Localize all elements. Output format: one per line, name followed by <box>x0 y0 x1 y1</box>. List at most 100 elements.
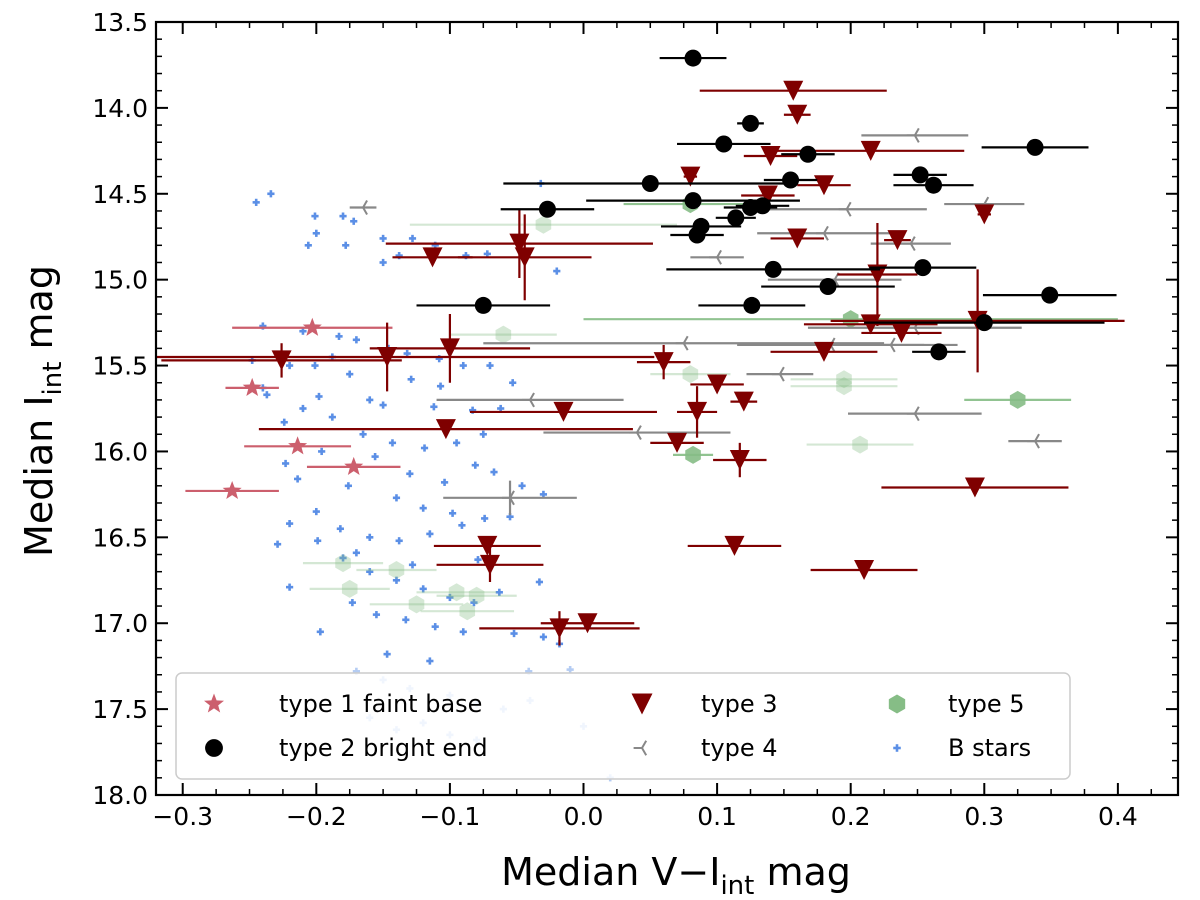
data-point <box>372 611 381 619</box>
marker-circle <box>743 296 761 314</box>
marker-plus <box>318 447 326 456</box>
x-tick-label: −0.2 <box>286 802 347 831</box>
legend-marker-triangle_down <box>631 693 653 715</box>
data-point <box>348 599 356 607</box>
data-point <box>431 623 439 631</box>
data-point <box>659 49 727 67</box>
series-type-1-faint-base <box>185 317 401 500</box>
data-point <box>306 456 401 475</box>
marker-plus <box>426 657 434 665</box>
legend-item: type 3 <box>631 690 778 718</box>
marker-circle <box>1026 138 1044 156</box>
data-point <box>309 579 390 598</box>
plot-frame <box>154 20 1180 797</box>
x-tick-label: 0.3 <box>964 802 1004 831</box>
data-point <box>781 145 835 163</box>
data-point <box>766 201 927 217</box>
data-point <box>677 386 718 438</box>
data-point <box>263 391 271 399</box>
data-point <box>848 406 982 422</box>
marker-plus <box>479 430 487 438</box>
marker-triangle_down <box>974 204 995 225</box>
marker-plus <box>458 521 466 529</box>
data-point <box>436 586 517 605</box>
series-type-5 <box>302 195 1118 621</box>
data-point <box>336 525 344 533</box>
x-tick-label: 0.1 <box>697 802 737 831</box>
marker-plus <box>263 391 271 399</box>
marker-plus <box>316 628 324 636</box>
marker-plus <box>379 234 387 243</box>
data-point <box>737 114 764 132</box>
marker-hexagon <box>448 583 465 602</box>
marker-hexagon <box>836 377 852 396</box>
marker-plus <box>395 537 403 545</box>
marker-tri_left <box>675 335 689 351</box>
marker-circle <box>925 176 943 194</box>
data-point <box>783 104 811 125</box>
marker-plus <box>285 361 294 370</box>
marker-circle <box>688 226 706 244</box>
data-point <box>449 325 557 344</box>
marker-plus <box>304 241 312 249</box>
data-point <box>699 80 887 101</box>
data-point <box>770 341 878 362</box>
data-point <box>312 229 320 237</box>
data-point <box>416 296 551 314</box>
marker-plus <box>431 623 439 631</box>
marker-triangle_down <box>787 104 808 125</box>
marker-triangle_down <box>860 140 881 161</box>
data-point <box>258 419 633 440</box>
y-axis-label-suffix: mag <box>17 265 61 362</box>
marker-plus <box>339 212 347 220</box>
data-point <box>810 559 918 580</box>
marker-triangle_down <box>687 401 708 422</box>
marker-plus <box>490 468 498 476</box>
marker-hexagon <box>408 595 425 614</box>
data-point <box>566 666 574 674</box>
marker-hexagon <box>1009 390 1026 409</box>
data-point <box>470 599 478 607</box>
data-point <box>436 382 445 390</box>
data-point <box>583 310 1118 329</box>
data-point <box>356 560 437 579</box>
x-axis-label-suffix: mag <box>754 850 851 894</box>
marker-hexagon <box>388 560 405 579</box>
data-point <box>350 217 358 225</box>
data-point <box>741 185 795 206</box>
plot-marks <box>156 49 1125 782</box>
marker-circle <box>930 343 948 361</box>
data-point <box>666 260 881 278</box>
data-point <box>285 519 294 528</box>
data-point <box>294 475 302 483</box>
legend-label: type 2 bright end <box>279 734 488 762</box>
marker-plus <box>402 616 410 624</box>
marker-circle <box>715 135 733 153</box>
marker-plus <box>436 382 445 390</box>
data-point <box>893 176 974 194</box>
marker-plus <box>446 593 454 602</box>
data-point <box>311 212 319 220</box>
data-point <box>881 477 1069 498</box>
marker-circle <box>911 166 929 184</box>
marker-plus <box>350 217 358 225</box>
marker-circle <box>538 200 556 218</box>
legend-item: type 5 <box>888 690 1025 718</box>
marker-circle <box>684 192 702 210</box>
marker-circle <box>741 199 759 217</box>
marker-plus <box>566 666 574 674</box>
marker-plus <box>366 568 374 576</box>
marker-hexagon <box>495 325 512 344</box>
data-point <box>383 650 391 658</box>
series-type-3 <box>156 80 1125 646</box>
marker-triangle_down <box>435 419 456 440</box>
legend-marker-circle <box>205 739 223 757</box>
data-point <box>790 377 898 396</box>
legend-label: type 5 <box>948 690 1025 718</box>
data-point <box>864 314 1105 332</box>
x-axis-label: Median V−Iint mag <box>501 850 851 900</box>
data-point <box>448 509 457 517</box>
data-point <box>459 628 467 636</box>
marker-hexagon <box>468 586 485 605</box>
marker-plus <box>285 583 294 591</box>
